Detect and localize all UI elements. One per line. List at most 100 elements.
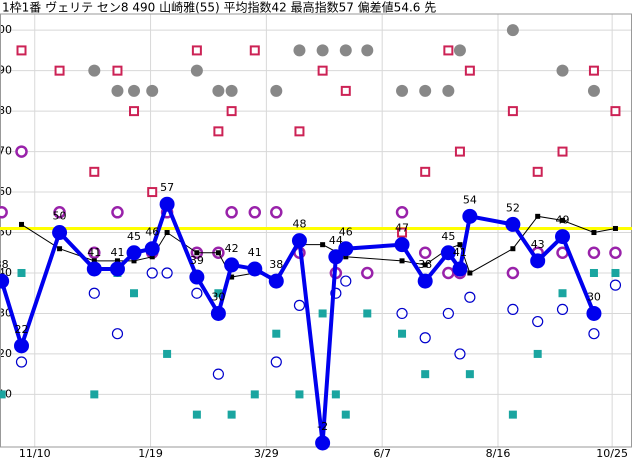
marker bbox=[291, 233, 307, 249]
marker bbox=[609, 279, 622, 291]
marker bbox=[227, 410, 236, 419]
x-tick-label: 1/19 bbox=[138, 447, 163, 460]
marker bbox=[146, 84, 159, 97]
marker bbox=[612, 225, 618, 231]
marker bbox=[130, 289, 139, 298]
data-label: 41 bbox=[248, 246, 262, 259]
marker bbox=[111, 84, 124, 97]
data-label: 41 bbox=[87, 246, 101, 259]
marker bbox=[88, 64, 101, 77]
marker bbox=[398, 329, 407, 338]
marker bbox=[247, 261, 263, 277]
marker bbox=[52, 225, 68, 241]
marker bbox=[464, 65, 475, 76]
marker bbox=[0, 273, 10, 289]
marker bbox=[396, 307, 408, 320]
marker bbox=[419, 332, 431, 344]
marker bbox=[144, 241, 160, 257]
marker bbox=[90, 390, 99, 399]
marker bbox=[442, 307, 454, 320]
marker bbox=[340, 85, 351, 96]
marker bbox=[462, 208, 478, 224]
marker bbox=[111, 328, 124, 340]
marker bbox=[146, 267, 158, 279]
marker bbox=[225, 84, 238, 97]
data-label: 47 bbox=[395, 222, 409, 235]
marker bbox=[464, 291, 476, 303]
marker bbox=[317, 65, 328, 76]
marker bbox=[589, 268, 598, 277]
marker bbox=[532, 166, 543, 177]
marker bbox=[557, 146, 568, 157]
data-label: 46 bbox=[145, 226, 159, 239]
marker bbox=[210, 305, 226, 321]
marker bbox=[226, 106, 237, 117]
marker bbox=[340, 275, 352, 287]
marker bbox=[191, 287, 203, 299]
marker bbox=[508, 410, 517, 419]
marker bbox=[159, 196, 175, 212]
marker bbox=[293, 299, 306, 311]
marker bbox=[397, 227, 408, 238]
data-label: 39 bbox=[190, 254, 204, 267]
data-label: -2 bbox=[317, 420, 328, 433]
data-label: 30 bbox=[587, 290, 601, 303]
marker bbox=[507, 303, 519, 316]
x-tick-label: 8/16 bbox=[486, 447, 511, 460]
marker bbox=[505, 216, 521, 232]
data-label: 44 bbox=[329, 234, 343, 247]
marker bbox=[129, 106, 140, 117]
marker bbox=[191, 45, 202, 56]
data-label: 41 bbox=[110, 246, 124, 259]
marker bbox=[442, 266, 455, 280]
marker bbox=[15, 145, 28, 158]
marker bbox=[452, 261, 468, 277]
marker bbox=[316, 44, 329, 57]
marker bbox=[0, 390, 6, 399]
marker bbox=[556, 64, 569, 77]
marker bbox=[88, 246, 101, 260]
marker bbox=[16, 45, 27, 56]
x-tick-label: 6/7 bbox=[373, 447, 391, 460]
marker bbox=[0, 206, 8, 219]
y-tick-label: 60 bbox=[0, 185, 12, 198]
marker bbox=[89, 166, 100, 177]
marker bbox=[453, 44, 466, 57]
data-label: 38 bbox=[418, 258, 432, 271]
marker bbox=[363, 309, 372, 318]
chart-title: 1枠1番 ヴェリテ セン8 490 山崎雅(55) 平均指数42 最高指数57 … bbox=[2, 0, 436, 15]
marker bbox=[212, 84, 225, 97]
marker bbox=[417, 273, 433, 289]
marker bbox=[229, 274, 235, 280]
marker bbox=[454, 348, 466, 360]
marker bbox=[591, 230, 597, 236]
marker bbox=[331, 390, 340, 399]
marker bbox=[587, 84, 600, 97]
marker bbox=[149, 254, 155, 260]
data-label: 41 bbox=[453, 246, 467, 259]
marker bbox=[361, 266, 374, 280]
data-label: 22 bbox=[15, 323, 29, 336]
marker bbox=[114, 258, 120, 264]
marker bbox=[293, 44, 306, 57]
marker bbox=[320, 242, 326, 248]
x-tick-label: 10/25 bbox=[596, 447, 628, 460]
marker bbox=[558, 289, 567, 298]
marker bbox=[294, 126, 305, 137]
marker bbox=[457, 242, 463, 248]
data-label: 38 bbox=[0, 258, 9, 271]
marker bbox=[465, 370, 474, 379]
marker bbox=[224, 257, 240, 273]
marker bbox=[128, 84, 141, 97]
data-label: 43 bbox=[531, 238, 545, 251]
marker bbox=[339, 44, 352, 57]
marker bbox=[420, 166, 431, 177]
marker bbox=[611, 268, 620, 277]
marker bbox=[14, 338, 30, 354]
marker bbox=[213, 126, 224, 137]
marker bbox=[249, 45, 260, 56]
marker bbox=[250, 390, 259, 399]
marker bbox=[506, 24, 519, 37]
marker bbox=[399, 258, 405, 264]
